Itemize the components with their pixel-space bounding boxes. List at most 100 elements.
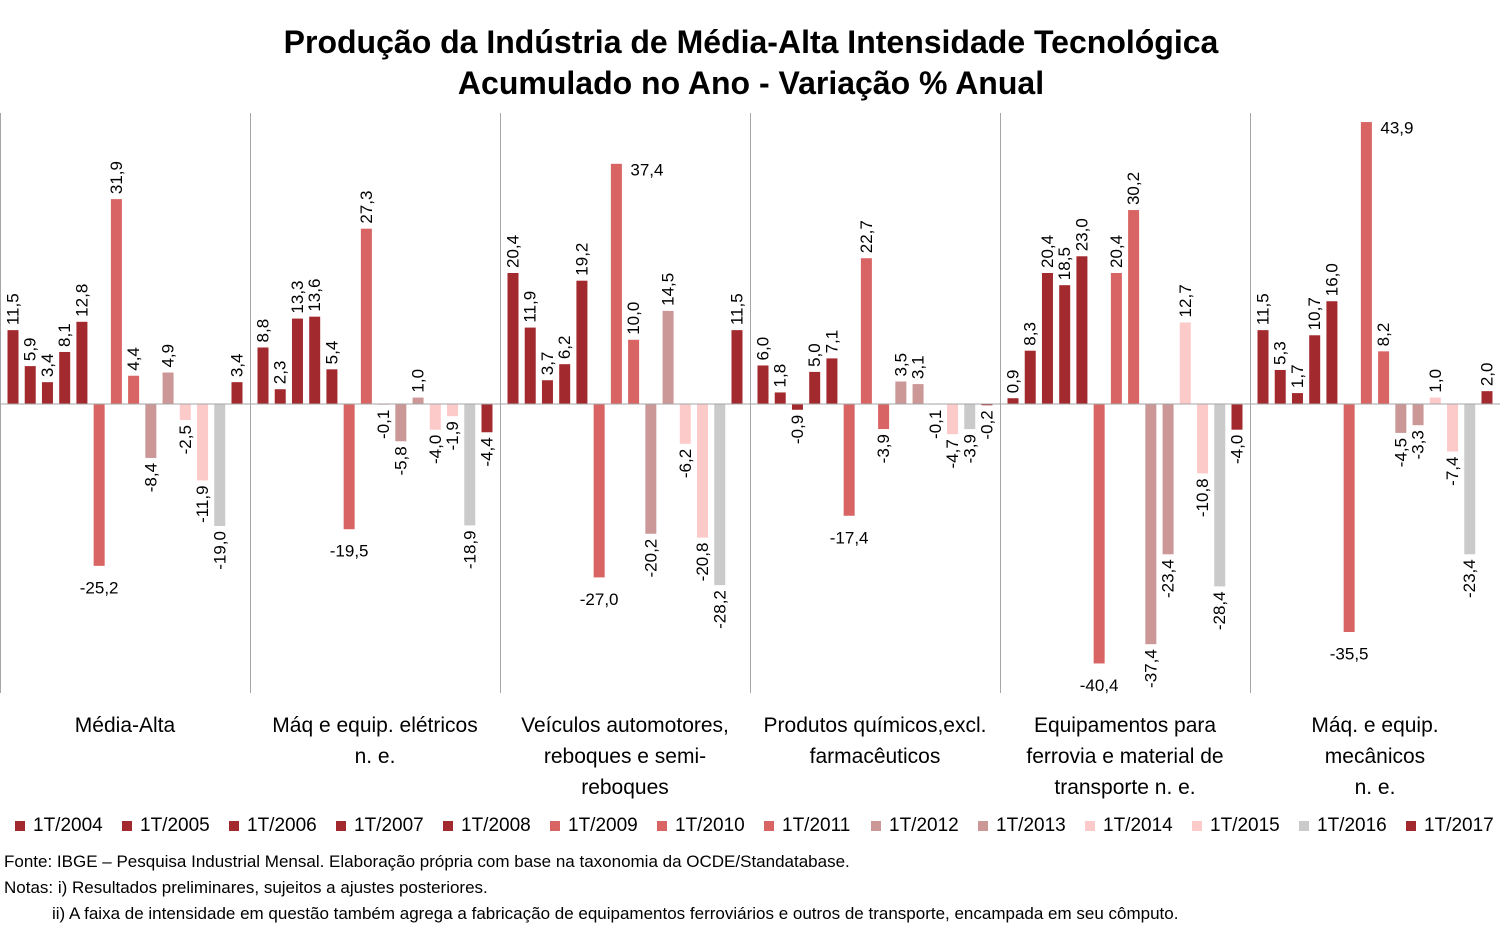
data-label: 10,0 (624, 302, 643, 335)
bar (947, 404, 959, 435)
legend-item: 1T/2017 (1406, 814, 1494, 838)
bar (1378, 351, 1390, 404)
legend-marker (1192, 821, 1202, 831)
bar (1093, 404, 1105, 664)
data-label: 16,0 (1322, 263, 1341, 296)
footnote-note-2: ii) A faixa de intensidade em questão ta… (52, 904, 1179, 923)
data-label: -23,4 (1460, 559, 1479, 598)
data-label: 19,2 (572, 243, 591, 276)
bar (162, 372, 174, 404)
legend-label: 1T/2005 (140, 815, 210, 836)
footnote-note-1: Notas: i) Resultados preliminares, sujei… (4, 878, 488, 897)
data-label: -27,0 (580, 590, 619, 609)
data-label: 30,2 (1124, 172, 1143, 205)
data-label: -5,8 (391, 446, 410, 475)
data-label: 20,4 (504, 235, 523, 268)
data-label: 11,5 (727, 293, 746, 325)
category-label: Máq e equip. elétricos n. e. (272, 714, 478, 768)
legend-marker (1085, 821, 1095, 831)
legend: 1T/2004 1T/2005 1T/2006 1T/2007 1T/2008 1T/20… (15, 814, 1494, 838)
bar (1447, 404, 1459, 452)
bar (1360, 122, 1372, 404)
data-label: 11,5 (1254, 293, 1273, 325)
legend-marker (443, 821, 453, 831)
bar (593, 404, 605, 578)
data-label: 4,9 (159, 344, 178, 368)
data-label: 5,0 (805, 343, 824, 367)
category-label: Veículos automotores, reboques e semi- r… (521, 714, 729, 799)
bar (1309, 335, 1321, 404)
data-label: -28,4 (1210, 591, 1229, 630)
legend-label: 1T/2008 (461, 815, 531, 836)
legend-item: 1T/2014 (1085, 814, 1192, 838)
chart-title-block: Produção da Indústria de Média-Alta Inte… (0, 22, 1502, 104)
bar (24, 366, 36, 404)
bar (628, 339, 640, 404)
bar (895, 381, 907, 404)
data-label: -6,2 (676, 449, 695, 478)
bar (1481, 391, 1493, 404)
data-label: 18,5 (1055, 247, 1074, 280)
bar (412, 397, 424, 404)
legend-marker (550, 821, 560, 831)
legend-marker (1299, 821, 1309, 831)
bar (714, 404, 726, 586)
data-label: -0,1 (926, 410, 945, 439)
bar (524, 327, 536, 404)
data-label: -19,0 (210, 531, 229, 570)
bar (843, 404, 855, 516)
data-label: 5,9 (21, 337, 40, 361)
bar (757, 365, 769, 404)
bar (1291, 393, 1303, 404)
data-label: 3,1 (909, 355, 928, 379)
data-label: 1,7 (1288, 364, 1307, 388)
data-label: -3,9 (960, 434, 979, 463)
bar (541, 380, 553, 404)
data-label: 11,5 (4, 293, 23, 325)
legend-marker (336, 821, 346, 831)
category-label: Produtos químicos,excl. farmacêuticos (763, 714, 987, 768)
data-label: 13,6 (305, 279, 324, 312)
bar (1041, 272, 1053, 404)
data-label: -11,9 (193, 485, 212, 523)
data-label: -8,4 (141, 463, 160, 492)
data-label: -17,4 (830, 528, 869, 547)
bar (231, 382, 243, 404)
data-label: 20,4 (1107, 235, 1126, 268)
data-label: -0,9 (788, 415, 807, 444)
data-label: -4,4 (477, 437, 496, 466)
data-label: 3,7 (538, 352, 557, 376)
data-label: 1,0 (409, 369, 428, 393)
bar (610, 163, 622, 404)
bar (1162, 404, 1174, 555)
legend-item: 1T/2007 (336, 814, 443, 838)
legend-label: 1T/2006 (247, 815, 317, 836)
bar (731, 330, 743, 404)
bar (1197, 404, 1209, 474)
bar (110, 199, 122, 404)
data-label: -10,8 (1193, 478, 1212, 517)
bar (1110, 272, 1122, 404)
legend-label: 1T/2016 (1317, 815, 1387, 836)
bar (1059, 285, 1071, 404)
bar (481, 404, 493, 433)
legend-item: 1T/2012 (871, 814, 978, 838)
data-label: -35,5 (1330, 644, 1369, 663)
bar (291, 318, 303, 404)
data-label: -20,2 (641, 539, 660, 578)
bar (179, 404, 191, 421)
bar (360, 228, 372, 404)
bar (76, 321, 88, 404)
data-label: -37,4 (1141, 649, 1160, 688)
bar (826, 358, 838, 404)
data-label: 10,7 (1305, 297, 1324, 330)
data-label: 6,0 (754, 337, 773, 361)
bar (429, 404, 441, 430)
data-label: 6,2 (555, 336, 574, 360)
bar (774, 392, 786, 404)
data-label: -2,5 (176, 425, 195, 454)
legend-label: 1T/2010 (675, 815, 745, 836)
bar (1464, 404, 1476, 555)
bar (1128, 210, 1140, 404)
bar (559, 364, 571, 404)
